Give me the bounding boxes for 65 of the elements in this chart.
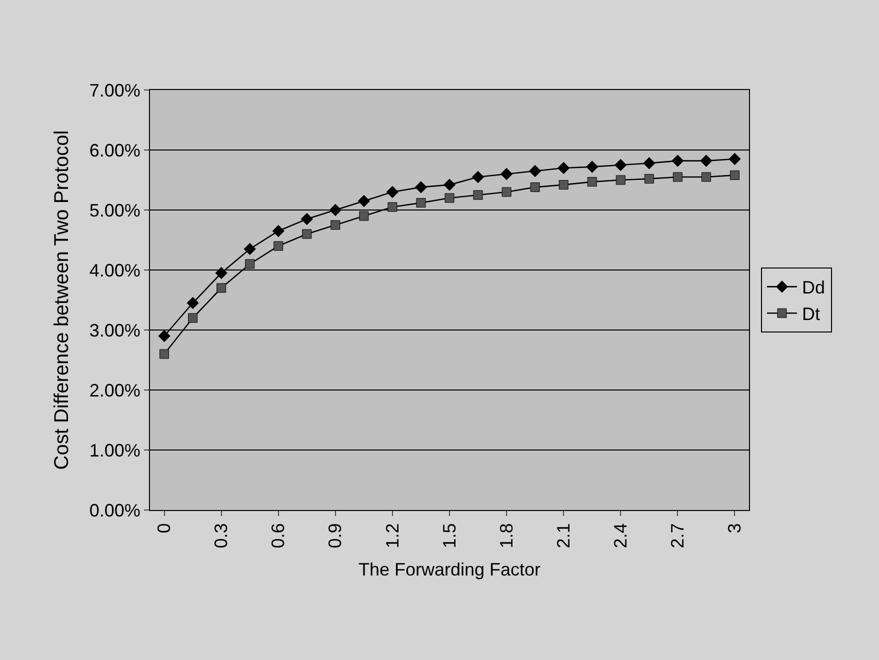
point <box>359 211 369 221</box>
point <box>329 204 342 216</box>
point <box>186 296 199 310</box>
x-tick-label: 2.7 <box>668 523 688 548</box>
x-tick-label: 0.6 <box>268 523 288 548</box>
legend-label: Dd <box>802 278 825 298</box>
point <box>300 212 313 226</box>
point <box>586 160 598 173</box>
point <box>215 266 228 280</box>
point <box>443 178 456 191</box>
x-tick-label: 1.8 <box>496 523 516 548</box>
point <box>358 194 370 208</box>
point <box>330 220 340 230</box>
y-tick-label: 4.00% <box>89 260 140 280</box>
y-tick-label: 7.00% <box>89 80 140 100</box>
point <box>160 349 170 359</box>
point <box>274 241 284 251</box>
point <box>414 181 428 194</box>
x-tick-label: 1.2 <box>382 523 402 548</box>
point <box>216 283 226 293</box>
point <box>700 154 712 167</box>
y-axis-title: Cost Difference between Two Protocol <box>50 130 73 470</box>
x-tick-label: 0.9 <box>325 523 346 548</box>
point <box>472 170 484 184</box>
point <box>302 229 312 239</box>
x-tick-label: 1.5 <box>439 523 460 548</box>
point <box>644 174 654 184</box>
x-tick-label: 0.3 <box>211 523 232 548</box>
y-tick-label: 5.00% <box>89 200 140 220</box>
point <box>244 242 256 256</box>
point <box>558 162 570 174</box>
point <box>416 198 426 208</box>
point <box>386 186 399 198</box>
point <box>158 330 170 342</box>
x-tick-label: 2.4 <box>610 523 630 548</box>
y-tick-label: 3.00% <box>89 320 140 340</box>
x-tick-label: 2.1 <box>553 523 574 548</box>
point <box>188 313 198 323</box>
point <box>643 157 656 170</box>
point <box>473 190 483 200</box>
point <box>587 177 597 187</box>
x-tick-label: 0 <box>154 523 174 534</box>
point <box>388 202 398 212</box>
point <box>701 172 711 182</box>
point <box>730 170 740 180</box>
legend-label: Dt <box>802 304 820 324</box>
point <box>272 224 284 238</box>
point <box>616 175 626 185</box>
y-tick-label: 6.00% <box>89 140 140 160</box>
point <box>672 172 682 182</box>
x-axis-title: The Forwarding Factor <box>358 559 541 580</box>
point <box>444 193 454 203</box>
y-tick-label: 0.00% <box>89 500 140 520</box>
point <box>728 152 741 166</box>
point <box>528 164 542 178</box>
y-tick-label: 2.00% <box>89 380 140 400</box>
point <box>558 180 568 190</box>
point <box>672 154 684 167</box>
point <box>530 182 540 192</box>
point <box>614 158 627 172</box>
point <box>500 168 513 180</box>
y-tick-label: 1.00% <box>89 440 140 460</box>
point <box>502 187 512 197</box>
point <box>245 259 255 269</box>
x-tick-label: 3 <box>724 523 745 534</box>
